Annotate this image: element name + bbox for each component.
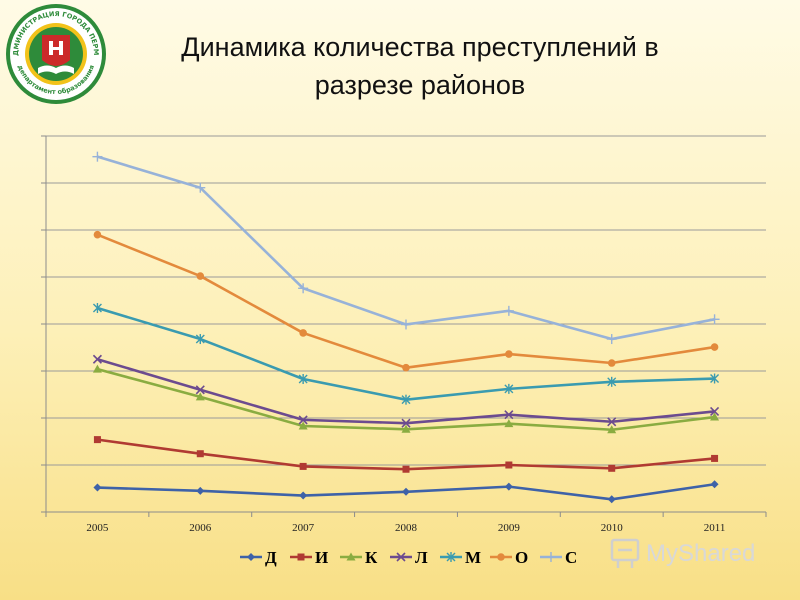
legend-marker	[346, 552, 356, 561]
data-point	[401, 418, 411, 428]
data-point	[93, 436, 101, 444]
data-point	[504, 419, 514, 428]
series-lines	[92, 151, 720, 504]
axes	[41, 135, 767, 517]
slide-title: Динамика количества преступлений в разре…	[120, 28, 720, 104]
data-point	[402, 363, 410, 372]
data-point	[402, 487, 410, 496]
title-line-2: разрезе районов	[314, 70, 526, 100]
data-point	[504, 383, 514, 394]
data-point	[298, 283, 309, 294]
x-tick-label: 2007	[292, 522, 315, 534]
data-point	[195, 392, 205, 401]
x-axis-tick-labels: 2005 2006 2007 2008 2009 2010 2011	[86, 522, 725, 534]
data-point	[710, 343, 719, 351]
legend-item: О	[490, 548, 528, 567]
data-point	[196, 450, 204, 458]
data-point	[299, 491, 308, 500]
data-point	[607, 417, 617, 427]
data-point	[504, 410, 514, 420]
data-point	[92, 303, 102, 314]
x-tick-label: 2005	[86, 522, 109, 534]
series-line	[97, 155, 715, 341]
myshared-watermark: MyShared	[610, 538, 755, 568]
legend-item: И	[290, 548, 328, 567]
data-point	[710, 406, 720, 416]
legend-marker	[247, 553, 255, 561]
series-5	[92, 303, 720, 405]
legend-item: К	[340, 548, 378, 567]
data-point	[710, 373, 720, 384]
data-point	[608, 464, 616, 472]
data-point	[298, 373, 308, 384]
legend-label: О	[515, 548, 528, 567]
series-3	[92, 364, 720, 434]
legend-item: С	[540, 548, 577, 567]
data-point	[401, 424, 411, 433]
data-point	[710, 480, 719, 489]
legend-marker	[546, 552, 556, 562]
legend-marker	[297, 553, 305, 561]
data-point	[298, 415, 308, 425]
series-7	[92, 151, 720, 345]
data-point	[92, 151, 103, 162]
data-point	[92, 364, 102, 373]
data-point	[709, 314, 720, 325]
data-point	[93, 230, 102, 239]
series-line	[96, 233, 715, 370]
legend-marker	[396, 552, 406, 562]
data-point	[299, 329, 307, 337]
city-emblem-logo: АДМИНИСТРАЦИЯ ГОРОДА ПЕРМИ департамент о…	[4, 2, 106, 104]
data-point	[195, 334, 205, 345]
data-point	[402, 465, 410, 473]
data-point	[607, 359, 616, 367]
watermark-text: MyShared	[646, 540, 755, 567]
data-point	[504, 482, 513, 491]
data-point	[92, 354, 102, 364]
data-point	[93, 483, 102, 492]
x-tick-label: 2009	[498, 522, 521, 534]
data-point	[607, 495, 616, 504]
x-tick-label: 2008	[395, 522, 418, 534]
data-point	[505, 461, 513, 469]
data-point	[196, 272, 205, 280]
data-point	[298, 421, 308, 430]
data-point	[195, 182, 206, 193]
series-2	[93, 436, 719, 473]
legend-item: Д	[240, 548, 277, 567]
data-point	[606, 334, 617, 345]
legend-label: М	[465, 548, 481, 567]
series-4	[92, 354, 720, 428]
x-tick-label: 2010	[601, 522, 624, 534]
data-point	[607, 376, 617, 387]
legend-marker	[446, 552, 456, 562]
series-1	[93, 480, 719, 504]
myshared-icon	[610, 538, 640, 568]
x-tick-label: 2006	[189, 522, 212, 534]
legend-label: Л	[415, 548, 428, 567]
x-tick-label: 2011	[704, 522, 726, 534]
legend-label: Д	[265, 548, 277, 567]
legend-label: И	[315, 548, 328, 567]
legend-label: С	[565, 548, 577, 567]
data-point	[196, 486, 205, 495]
legend-label: К	[365, 548, 378, 567]
data-point	[401, 319, 411, 330]
data-point	[503, 305, 514, 316]
series-6	[93, 230, 719, 372]
data-point	[711, 454, 719, 462]
data-point	[607, 425, 617, 434]
data-point	[505, 350, 513, 358]
title-line-1: Динамика количества преступлений в	[181, 32, 659, 62]
legend-item: Л	[390, 548, 428, 567]
data-point	[401, 394, 411, 405]
data-point	[710, 412, 720, 421]
legend-marker	[497, 553, 505, 561]
data-point	[195, 385, 205, 395]
legend-item: М	[440, 548, 481, 567]
data-point	[299, 462, 307, 470]
